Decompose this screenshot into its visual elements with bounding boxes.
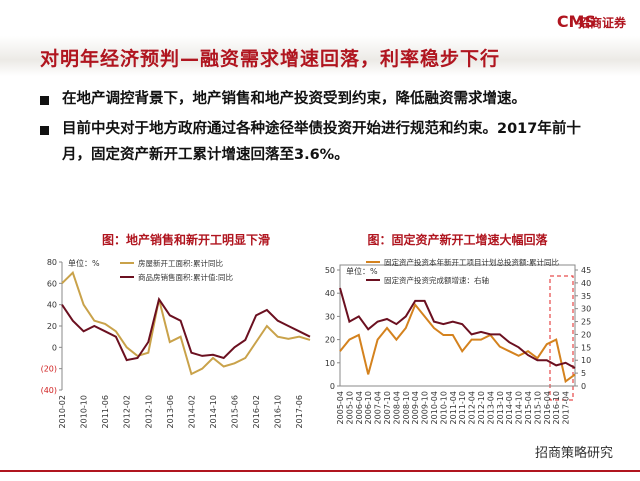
x-tick-label: 2011-06 [101, 395, 110, 428]
y-tick-label: 60 [47, 279, 57, 288]
y2-tick-label: 15 [581, 343, 591, 352]
x-tick-label: 2008-10 [402, 391, 411, 424]
x-tick-label: 2006-10 [364, 391, 373, 424]
x-tick-label: 2015-04 [524, 391, 533, 424]
title-band [0, 36, 640, 76]
x-tick-label: 2016-10 [274, 395, 283, 428]
x-tick-label: 2009-10 [421, 391, 430, 424]
y2-tick-label: 10 [581, 356, 591, 365]
x-tick-label: 2014-10 [515, 391, 524, 424]
x-tick-label: 2016-02 [252, 395, 261, 428]
chart-title: 图：地产销售和新开工明显下滑 [102, 232, 270, 247]
bullet-marker [40, 126, 49, 135]
y2-tick-label: 25 [581, 318, 591, 327]
y-tick-label: (20) [41, 365, 57, 374]
x-tick-label: 2010-10 [439, 391, 448, 424]
chart-title: 图：固定资产新开工增速大幅回落 [367, 232, 548, 247]
highlight-box [549, 275, 574, 401]
x-tick-label: 2016-04 [543, 391, 552, 424]
x-tick-label: 2007-04 [374, 391, 383, 424]
x-tick-label: 2017-06 [295, 395, 304, 428]
x-tick-label: 2007-10 [383, 391, 392, 424]
x-tick-label: 2010-04 [430, 391, 439, 424]
x-tick-label: 2013-06 [166, 395, 175, 428]
x-tick-label: 2014-04 [505, 391, 514, 424]
y2-tick-label: 0 [581, 382, 586, 391]
x-tick-label: 2017-04 [562, 391, 571, 424]
series-line [339, 287, 576, 369]
x-tick-label: 2015-10 [533, 391, 542, 424]
unit-label: 单位：% [346, 266, 378, 276]
y2-tick-label: 20 [581, 330, 591, 339]
y-tick-label: 40 [47, 301, 57, 310]
y-tick-label: 40 [325, 289, 335, 298]
y-tick-label: 0 [330, 382, 335, 391]
series-line [339, 302, 576, 384]
x-tick-label: 2006-04 [355, 391, 364, 424]
watermark: 招商策略研究 [535, 445, 613, 461]
x-tick-label: 2008-04 [392, 391, 401, 424]
x-tick-label: 2014-10 [209, 395, 218, 428]
legend-label: 固定资产投资本年新开工项目计划总投资额:累计同比 [384, 257, 560, 267]
x-tick-label: 2015-06 [231, 395, 240, 428]
x-tick-label: 2012-02 [123, 395, 132, 428]
bullet: 在地产调控背景下，地产销售和地产投资受到约束，降低融资需求增速。 [62, 91, 526, 107]
y2-tick-label: 40 [581, 279, 591, 288]
x-tick-label: 2012-10 [477, 391, 486, 424]
x-tick-label: 2016-10 [552, 391, 561, 424]
y-tick-label: 20 [47, 322, 57, 331]
unit-label: 单位：% [68, 258, 100, 268]
bullet: 目前中央对于地方政府通过各种途径举债投资开始进行规范和约束。2017年前十月，固… [62, 121, 581, 163]
slide-title: 对明年经济预判—融资需求增速回落，利率稳步下行 [40, 48, 501, 70]
x-tick-label: 2005-04 [336, 391, 345, 424]
x-tick-label: 2010-02 [58, 395, 67, 428]
y-tick-label: 80 [47, 258, 57, 267]
x-tick-label: 2013-10 [496, 391, 505, 424]
y2-tick-label: 45 [581, 266, 591, 275]
x-tick-label: 2010-10 [80, 395, 89, 428]
x-tick-label: 2005-10 [345, 391, 354, 424]
x-tick-label: 2009-04 [411, 391, 420, 424]
legend-label: 固定资产投资完成额增速：右轴 [384, 275, 489, 285]
logo-name: 招商证券 [578, 16, 627, 30]
y-tick-label: (40) [41, 386, 57, 395]
y-tick-label: 10 [325, 359, 335, 368]
x-tick-label: 2014-02 [187, 395, 196, 428]
y-tick-label: 30 [325, 312, 335, 321]
plot-frame [339, 264, 576, 387]
series-line [61, 270, 311, 376]
y-tick-label: 20 [325, 336, 335, 345]
y2-tick-label: 5 [581, 369, 586, 378]
y2-tick-label: 30 [581, 305, 591, 314]
x-tick-label: 2012-04 [468, 391, 477, 424]
y-tick-label: 0 [52, 343, 57, 352]
y-tick-label: 50 [325, 266, 335, 275]
legend-label: 商品房销售面积:累计值:同比 [138, 272, 234, 282]
x-tick-label: 2012-10 [144, 395, 153, 428]
footer-line [0, 470, 640, 472]
y2-tick-label: 35 [581, 292, 591, 301]
x-tick-label: 2011-04 [449, 391, 458, 424]
x-tick-label: 2011-10 [458, 391, 467, 424]
bullet-marker [40, 96, 49, 105]
logo-cms: CMS [556, 12, 596, 31]
series-line [61, 296, 311, 362]
legend-label: 房屋新开工面积:累计同比 [138, 258, 224, 268]
x-tick-label: 2013-04 [486, 391, 495, 424]
